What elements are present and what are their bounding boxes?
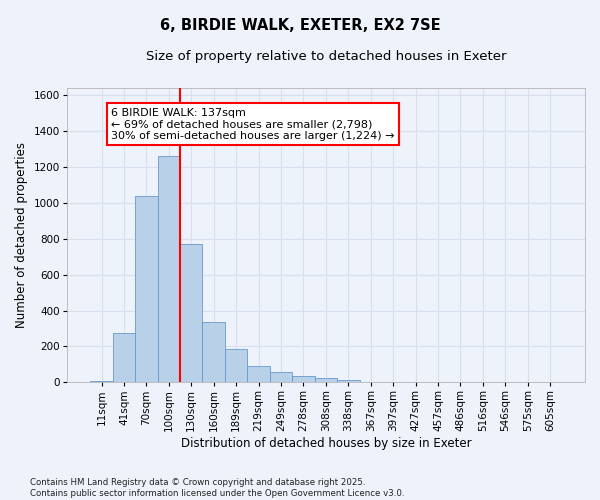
Bar	[158, 156, 180, 382]
Bar	[337, 380, 359, 382]
Bar	[113, 333, 135, 382]
Bar	[180, 244, 202, 382]
Y-axis label: Number of detached properties: Number of detached properties	[15, 142, 28, 328]
Text: 6 BIRDIE WALK: 137sqm
← 69% of detached houses are smaller (2,798)
30% of semi-d: 6 BIRDIE WALK: 137sqm ← 69% of detached …	[111, 108, 394, 140]
Bar	[247, 366, 270, 382]
Bar	[202, 322, 225, 382]
Bar	[135, 196, 158, 382]
Title: Size of property relative to detached houses in Exeter: Size of property relative to detached ho…	[146, 50, 506, 63]
Bar	[270, 372, 292, 382]
X-axis label: Distribution of detached houses by size in Exeter: Distribution of detached houses by size …	[181, 437, 471, 450]
Text: 6, BIRDIE WALK, EXETER, EX2 7SE: 6, BIRDIE WALK, EXETER, EX2 7SE	[160, 18, 440, 32]
Bar	[314, 378, 337, 382]
Bar	[91, 381, 113, 382]
Bar	[225, 349, 247, 382]
Bar	[292, 376, 314, 382]
Text: Contains HM Land Registry data © Crown copyright and database right 2025.
Contai: Contains HM Land Registry data © Crown c…	[30, 478, 404, 498]
